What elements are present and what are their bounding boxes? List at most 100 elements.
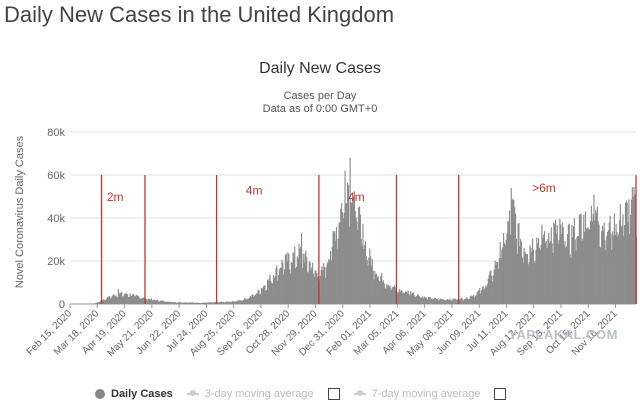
bar <box>209 302 211 304</box>
bar <box>341 203 343 304</box>
bar <box>292 252 294 304</box>
bar <box>174 302 176 304</box>
bar <box>524 251 526 304</box>
bar <box>131 295 133 304</box>
bar <box>500 258 502 304</box>
period-annotation: 4m <box>246 183 263 197</box>
bar <box>499 242 501 304</box>
bar <box>348 226 350 304</box>
bar <box>284 255 286 304</box>
bar <box>198 302 200 304</box>
bar <box>401 291 403 304</box>
bar <box>403 292 405 304</box>
legend-item-3day-average[interactable]: 3-day moving average <box>186 388 314 400</box>
bar <box>461 297 463 304</box>
bar <box>325 267 327 304</box>
bar <box>387 286 389 304</box>
bar <box>112 294 114 304</box>
bar <box>226 301 228 304</box>
bar <box>283 269 286 304</box>
bar <box>491 275 493 304</box>
toggle-3day-checkbox[interactable] <box>327 388 340 400</box>
period-annotation: 2m <box>107 190 124 204</box>
bar <box>419 297 421 304</box>
bar <box>510 187 512 304</box>
bar <box>514 213 517 304</box>
bar <box>433 299 435 304</box>
bar <box>532 249 535 304</box>
bar <box>573 218 575 304</box>
chart-subtitle-line2: Data as of 0:00 GMT+0 <box>262 103 378 115</box>
bar <box>162 300 164 304</box>
bar <box>617 236 619 304</box>
bar <box>566 234 569 304</box>
bar <box>444 300 446 304</box>
bar <box>482 286 484 304</box>
bar <box>211 302 213 304</box>
bar <box>299 249 301 304</box>
bar <box>115 295 117 304</box>
bar <box>485 285 487 304</box>
bar <box>507 220 509 304</box>
bar <box>191 302 194 304</box>
bar <box>607 230 610 304</box>
bar <box>260 288 263 304</box>
bar <box>105 298 107 304</box>
bar <box>594 220 596 304</box>
bar <box>533 262 535 304</box>
bar <box>613 213 615 304</box>
bar <box>631 187 633 304</box>
legend-item-7day-average[interactable]: 7-day moving average <box>353 388 480 400</box>
bar <box>186 302 188 304</box>
toggle-7day-checkbox[interactable] <box>494 388 507 400</box>
bar <box>260 293 262 304</box>
bar <box>606 235 608 304</box>
bar <box>597 221 599 304</box>
bar <box>608 222 610 304</box>
bar <box>549 241 552 304</box>
bar <box>446 299 448 304</box>
bar <box>609 215 611 304</box>
bar <box>290 262 292 304</box>
bar <box>468 299 470 304</box>
bar <box>243 300 245 304</box>
bar <box>468 298 471 304</box>
bar <box>470 295 472 304</box>
bar <box>300 246 302 304</box>
bar <box>165 301 167 304</box>
bar <box>346 203 348 304</box>
bar <box>544 242 546 304</box>
bar <box>599 246 601 304</box>
bar <box>575 250 577 304</box>
bar <box>579 214 581 304</box>
bar <box>279 267 281 304</box>
bar <box>221 301 223 304</box>
bar <box>385 288 387 304</box>
bar <box>93 303 96 304</box>
bar <box>103 298 105 304</box>
bar <box>104 299 107 304</box>
bar <box>133 294 135 304</box>
bar <box>180 302 182 304</box>
bar <box>106 296 108 304</box>
bar <box>365 255 367 304</box>
bar <box>421 298 423 304</box>
bar <box>128 297 130 304</box>
bar <box>379 281 381 304</box>
bar <box>182 302 184 304</box>
bar <box>589 221 592 304</box>
bar <box>623 235 625 304</box>
bar <box>509 234 511 304</box>
bar <box>459 299 461 304</box>
bar <box>489 271 491 304</box>
bar <box>558 239 560 304</box>
bar <box>545 240 547 304</box>
bar <box>335 227 338 304</box>
bar <box>253 296 255 304</box>
bar <box>314 270 316 304</box>
bar <box>359 214 361 304</box>
bar <box>406 292 408 304</box>
bar <box>133 296 136 304</box>
bar <box>430 298 432 304</box>
legend-item-daily-cases[interactable]: Daily Cases <box>95 388 173 400</box>
